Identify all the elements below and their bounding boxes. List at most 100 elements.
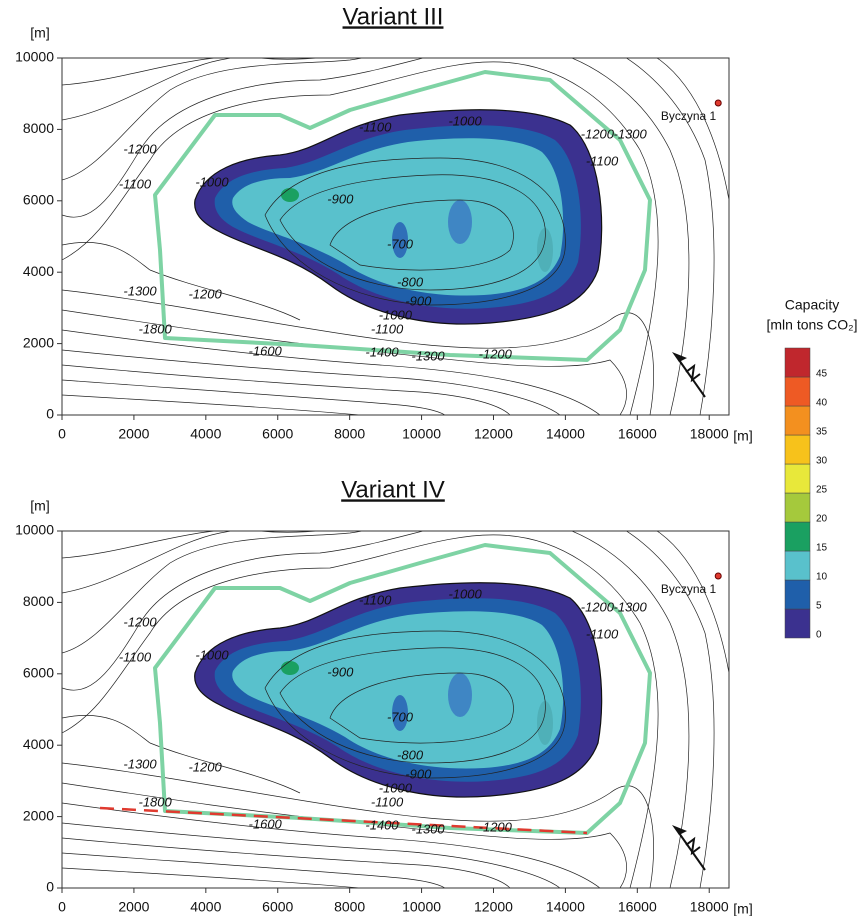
x-tick-label: 0: [58, 426, 66, 442]
x-tick-label: 16000: [618, 899, 657, 915]
colorbar-swatch: [784, 463, 811, 494]
x-tick-label: 14000: [546, 899, 585, 915]
y-axis-unit: [m]: [30, 498, 49, 514]
contour-label: -1000: [379, 781, 413, 796]
contour-label: -1300: [613, 127, 647, 142]
x-tick-label: 16000: [618, 426, 657, 442]
y-tick-label: 0: [46, 879, 54, 895]
x-tick-label: 12000: [474, 426, 513, 442]
y-tick-label: 8000: [23, 593, 54, 609]
contour-label: -800: [397, 747, 424, 762]
colorbar-swatch: [784, 492, 811, 523]
contour-label: -1300: [411, 822, 445, 837]
x-tick-label: 10000: [402, 899, 441, 915]
contour-label: -1200: [123, 615, 157, 630]
colorbar-swatch: [784, 550, 811, 581]
colorbar-tick-label: 10: [816, 572, 828, 583]
y-tick-label: 4000: [23, 263, 54, 279]
x-tick-label: 12000: [474, 899, 513, 915]
contour-label: -1000: [195, 647, 229, 662]
contour-label: -1200: [188, 759, 222, 774]
contour-label: -1300: [123, 756, 157, 771]
contour-label: -900: [405, 766, 432, 781]
contour-label: -1100: [586, 626, 619, 641]
x-tick-label: 6000: [262, 426, 293, 442]
well-marker: [714, 99, 722, 107]
contour-label: -1100: [371, 321, 404, 336]
x-tick-label: 2000: [118, 426, 149, 442]
contour-label: -1000: [195, 174, 229, 189]
colorbar-swatch: [784, 434, 811, 465]
chart-title: Variant IV: [341, 476, 445, 503]
contour-label: -1100: [371, 794, 404, 809]
contour-label: -1200: [123, 142, 157, 157]
y-tick-label: 6000: [23, 192, 54, 208]
x-axis-unit: [m]: [733, 428, 752, 444]
y-tick-label: 2000: [23, 807, 54, 823]
contour-label: -900: [327, 665, 354, 680]
contour-label: -1800: [139, 321, 173, 336]
colorbar-swatch: [784, 376, 811, 407]
colorbar-tick-label: 5: [816, 601, 822, 612]
colorbar-tick-label: 20: [816, 514, 828, 525]
contour-label: -1800: [139, 794, 173, 809]
x-tick-label: 6000: [262, 899, 293, 915]
x-tick-label: 8000: [334, 899, 365, 915]
well-marker: [714, 572, 722, 580]
x-axis-unit: [m]: [733, 901, 752, 916]
contour-label: -1600: [249, 344, 283, 359]
contour-label: -1000: [379, 308, 413, 323]
contour-label: -1200: [479, 346, 513, 361]
contour-label: -900: [405, 293, 432, 308]
colorbar-unit: [mln tons CO₂]: [766, 317, 857, 333]
y-tick-label: 4000: [23, 736, 54, 752]
y-tick-label: 2000: [23, 334, 54, 350]
well-label: Byczyna 1: [661, 109, 717, 123]
contour-label: -1300: [411, 349, 445, 364]
contour-label: -1300: [613, 600, 647, 615]
y-tick-label: 0: [46, 406, 54, 422]
contour-label: -700: [387, 710, 414, 725]
contour-label: -1600: [249, 817, 283, 832]
y-tick-label: 10000: [15, 522, 54, 538]
contour-label: -1300: [123, 283, 157, 298]
colorbar-swatch: [784, 579, 811, 610]
x-tick-label: 14000: [546, 426, 585, 442]
contour-label: -900: [327, 192, 354, 207]
colorbar-tick-label: 35: [816, 427, 828, 438]
contour-label: -1100: [586, 153, 619, 168]
plot-frame: [61, 530, 730, 889]
contour-label: -1200: [581, 127, 615, 142]
y-tick-label: 6000: [23, 665, 54, 681]
contour-label: -1200: [479, 819, 513, 834]
y-axis-unit: [m]: [30, 25, 49, 41]
y-tick-label: 8000: [23, 120, 54, 136]
contour-label: -800: [397, 274, 424, 289]
colorbar-title: Capacity: [785, 297, 839, 313]
contour-label: -1200: [581, 600, 615, 615]
fault-line: [99, 806, 588, 835]
y-tick-label: 10000: [15, 49, 54, 65]
well-label: Byczyna 1: [661, 582, 717, 596]
colorbar-tick-label: 40: [816, 398, 828, 409]
contour-label: -1100: [359, 592, 392, 607]
map-panel-2: [62, 531, 729, 888]
plot-frame: [61, 57, 730, 416]
contour-label: -1000: [448, 586, 482, 601]
x-tick-label: 4000: [190, 899, 221, 915]
contour-label: -1400: [365, 344, 399, 359]
colorbar-tick-label: 25: [816, 485, 828, 496]
contour-label: -1100: [119, 177, 152, 192]
colorbar-tick-label: 45: [816, 369, 828, 380]
contour-label: -1200: [188, 286, 222, 301]
colorbar-swatch: [784, 347, 811, 378]
x-tick-label: 18000: [690, 899, 729, 915]
x-tick-label: 4000: [190, 426, 221, 442]
x-tick-label: 2000: [118, 899, 149, 915]
colorbar-tick-label: 15: [816, 543, 828, 554]
x-tick-label: 18000: [690, 426, 729, 442]
contour-label: -1100: [359, 119, 392, 134]
chart-title: Variant III: [343, 3, 444, 30]
